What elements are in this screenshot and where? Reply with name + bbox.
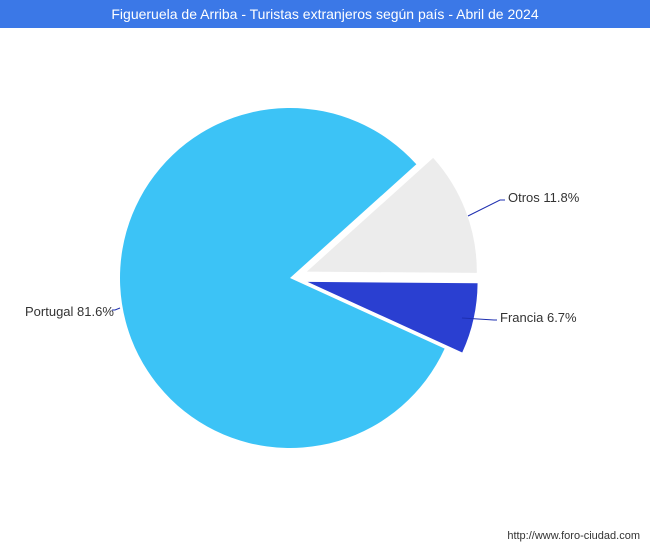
chart-title: Figueruela de Arriba - Turistas extranje… <box>111 6 538 22</box>
pie-chart <box>0 28 650 520</box>
slice-label-francia: Francia 6.7% <box>500 310 577 325</box>
chart-title-bar: Figueruela de Arriba - Turistas extranje… <box>0 0 650 28</box>
chart-area: Otros 11.8% Francia 6.7% Portugal 81.6% <box>0 28 650 520</box>
footer-url: http://www.foro-ciudad.com <box>507 530 640 542</box>
slice-label-portugal: Portugal 81.6% <box>25 304 114 319</box>
pie-slice-portugal <box>120 108 445 448</box>
slice-label-otros: Otros 11.8% <box>508 190 579 205</box>
